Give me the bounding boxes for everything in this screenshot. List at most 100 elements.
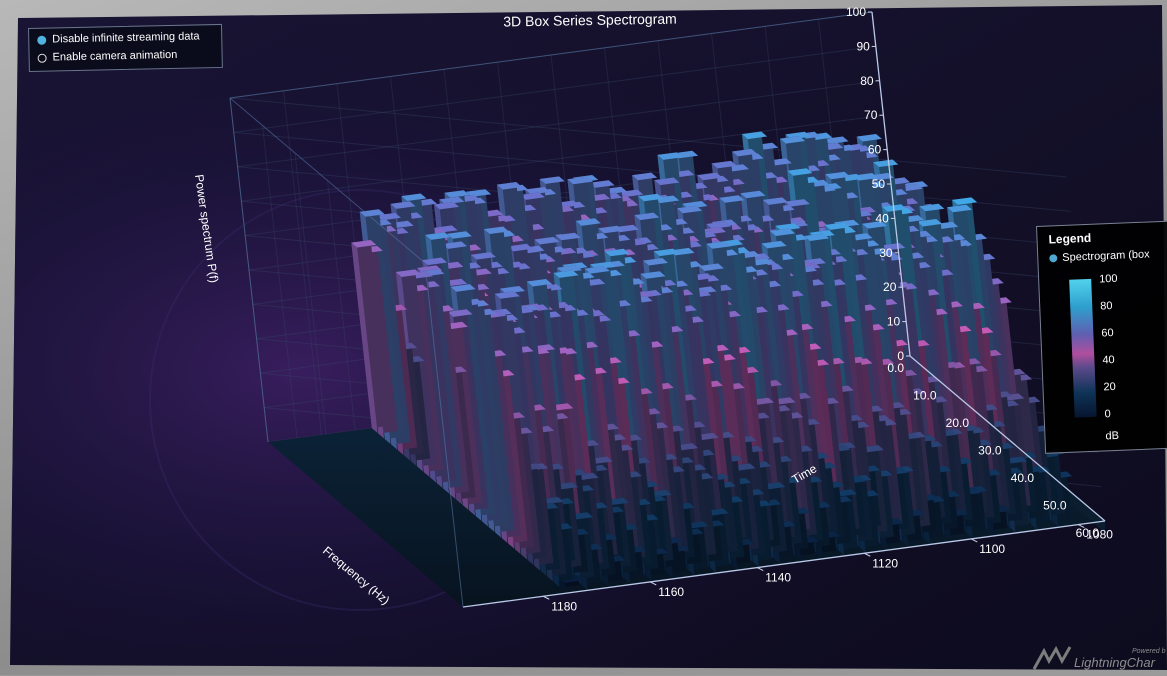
spectrogram-box-top (919, 203, 945, 212)
spectrogram-box-top (862, 221, 888, 229)
spectrogram-box-top (351, 240, 377, 248)
spectrogram-box-top (494, 291, 520, 299)
axis-line (909, 355, 1106, 522)
legend-entry-label: Spectrogram (box (1062, 248, 1150, 264)
x-tick-label: 10.0 (913, 389, 937, 403)
camera-toggle-label: Enable camera animation (52, 48, 178, 64)
brand-name: LightningChar (1074, 655, 1155, 670)
spectrogram-box-top (762, 197, 788, 205)
camera-toggle[interactable]: Enable camera animation (37, 47, 177, 66)
spectrogram-box-top (425, 232, 451, 240)
y-tick-label: 70 (864, 108, 878, 122)
spectrogram-box-top (598, 225, 624, 234)
spectrogram-box-top (653, 248, 679, 257)
z-tick-label: 1140 (765, 571, 791, 585)
spectrogram-box-front (559, 577, 567, 593)
y-tick-label: 90 (856, 39, 870, 53)
spectrogram-box-top (947, 204, 973, 213)
spectrogram-box-top (483, 226, 509, 234)
spectrogram-box-top (534, 236, 560, 245)
spectrogram-box-top (519, 192, 545, 200)
spectrogram-box-top (444, 190, 470, 198)
legend-entry-dot (1049, 254, 1058, 263)
y-tick-label: 20 (883, 280, 897, 294)
scale-label-20: 20 (1103, 380, 1117, 394)
y-tick-label: 80 (860, 74, 874, 88)
spectrogram-box-top (682, 201, 708, 209)
x-axis-ticks: 0.0 10.0 20.0 30.0 40.0 50.0 60.0 (887, 361, 1099, 540)
y-tick-label: 100 (846, 5, 866, 19)
spectrogram-box-top (567, 176, 593, 185)
spectrogram-boxes (351, 131, 1073, 593)
scale-label-40: 40 (1102, 353, 1115, 367)
spectrogram-box-top (466, 189, 492, 197)
z-tick-mark (650, 581, 657, 586)
grid-line (241, 114, 884, 202)
spectrogram-box-top (584, 266, 610, 274)
spectrogram-box-top (775, 223, 801, 231)
grid-line (233, 131, 1071, 212)
z-tick-mark (757, 567, 764, 572)
x-tick-label: 30.0 (978, 444, 1002, 458)
spectrogram-box-top (804, 233, 830, 241)
spectrogram-box-top (446, 231, 472, 239)
camera-radio-icon (37, 53, 47, 63)
z-tick-label: 1120 (872, 556, 898, 570)
legend-entry-spectrogram[interactable]: Spectrogram (box (1049, 248, 1150, 264)
spectrogram-box-top (395, 269, 421, 277)
spectrogram-box-top (442, 241, 468, 249)
spectrogram-box-top (742, 131, 768, 140)
spectrogram-box-top (638, 193, 664, 202)
axis-line (462, 520, 1106, 608)
streaming-radio-icon (37, 35, 47, 45)
powered-by-text: Powered b (1132, 648, 1166, 655)
z-tick-mark (1078, 524, 1085, 529)
spectrogram-box-top (824, 222, 850, 230)
spectrogram-box-top (375, 212, 401, 221)
spectrogram-box-top (634, 212, 660, 221)
spectrogram-box-top (439, 196, 465, 205)
z-tick-label: 1160 (658, 585, 684, 599)
spectrogram-box-top (868, 172, 894, 181)
x-tick-label: 50.0 (1043, 499, 1067, 513)
spectrogram-box-top (873, 159, 899, 167)
y-tick-label: 0 (897, 349, 904, 363)
streaming-toggle[interactable]: Disable infinite streaming data (37, 28, 200, 47)
spectrogram-box-top (643, 258, 669, 266)
z-tick-label: 1080 (1086, 528, 1113, 542)
z-axis-ticks: 1080 1100 1120 1140 1160 1180 (543, 524, 1113, 613)
spectrogram-box-top (856, 134, 882, 142)
scale-unit: dB (1105, 429, 1120, 443)
scale-label-0: 0 (1104, 408, 1111, 421)
spectrogram-box-top (677, 205, 703, 214)
streaming-toggle-label: Disable infinite streaming data (52, 30, 200, 46)
spectrogram-box-top (740, 190, 766, 199)
grid-line (233, 45, 876, 133)
y-tick-label: 60 (868, 143, 882, 157)
spectrogram-box-top (780, 136, 806, 144)
x-tick-label: 40.0 (1011, 471, 1035, 485)
spectrogram-box-top (787, 168, 813, 176)
spectrogram-box-top (880, 243, 906, 251)
spectrogram-box-top (539, 176, 565, 184)
x-tick-label: 20.0 (946, 416, 970, 430)
spectrogram-box-top (640, 271, 666, 279)
spectrogram-box-top (359, 209, 385, 217)
z-tick-mark (864, 552, 871, 557)
spectrogram-box-top (434, 201, 460, 210)
spectrogram-box-top (823, 136, 849, 144)
y-tick-label: 10 (887, 315, 901, 329)
frame-line (424, 262, 464, 608)
lightningchart-logo-icon (1032, 645, 1072, 676)
spectrogram-box-top (447, 309, 473, 317)
scale-label-80: 80 (1100, 299, 1113, 313)
spectrogram-box-top (500, 286, 526, 294)
spectrogram-box-top (604, 248, 630, 257)
spectrogram-box-top (711, 160, 737, 169)
spectrogram-box-top (770, 228, 796, 236)
frame-line (229, 11, 873, 99)
spectrogram-box-top (654, 177, 680, 186)
y-axis-ticks: 0 10 20 30 40 50 60 70 80 90 100 (846, 5, 910, 363)
y-tick-label: 30 (879, 246, 893, 260)
spectrogram-box-top (422, 257, 448, 266)
